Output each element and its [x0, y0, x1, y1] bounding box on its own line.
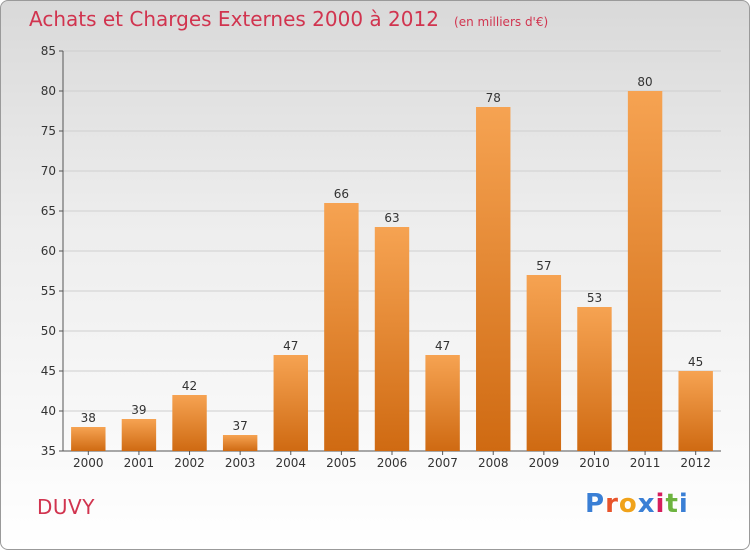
- y-tick-label: 75: [41, 124, 56, 138]
- value-label-2002: 42: [182, 379, 197, 393]
- logo-letter: t: [665, 489, 679, 519]
- value-label-2008: 78: [486, 91, 501, 105]
- logo-letter: i: [678, 489, 689, 519]
- bar-2007: [425, 355, 460, 451]
- bar-2006: [374, 227, 410, 451]
- value-label-2010: 53: [587, 291, 602, 305]
- x-tick-label-2002: 2002: [174, 456, 205, 470]
- bar-2011: [627, 91, 663, 451]
- y-tick-label: 35: [41, 444, 56, 458]
- value-label-2011: 80: [637, 75, 652, 89]
- chart-title: Achats et Charges Externes 2000 à 2012: [29, 7, 439, 31]
- logo-letter: x: [637, 489, 656, 519]
- x-tick-label-2005: 2005: [326, 456, 357, 470]
- bar-2000: [71, 427, 106, 451]
- commune-name: DUVY: [37, 495, 95, 519]
- y-tick-label: 60: [41, 244, 56, 258]
- y-tick-label: 70: [41, 164, 56, 178]
- x-tick-label-2011: 2011: [630, 456, 661, 470]
- x-tick-label-2012: 2012: [680, 456, 711, 470]
- x-tick-label-2006: 2006: [377, 456, 408, 470]
- logo-letter: r: [605, 489, 619, 519]
- bar-2008: [476, 107, 511, 451]
- bar-2004: [273, 355, 308, 451]
- bar-2005: [324, 203, 359, 451]
- value-label-2004: 47: [283, 339, 298, 353]
- value-label-2000: 38: [81, 411, 96, 425]
- x-tick-label-2004: 2004: [275, 456, 306, 470]
- logo-letter: i: [655, 489, 666, 519]
- value-label-2006: 63: [384, 211, 399, 225]
- value-label-2009: 57: [536, 259, 551, 273]
- chart-subtitle: (en milliers d'€): [454, 15, 549, 29]
- y-tick-label: 85: [41, 44, 56, 58]
- x-tick-label-2008: 2008: [478, 456, 509, 470]
- value-label-2012: 45: [688, 355, 703, 369]
- x-tick-label-2009: 2009: [529, 456, 560, 470]
- x-tick-label-2007: 2007: [427, 456, 458, 470]
- bar-2002: [172, 395, 207, 451]
- bar-2012: [678, 371, 713, 451]
- bar-2003: [222, 435, 258, 451]
- labels: 35 40 45 50 55 60 65 70 75 80 85 38 2000 39 2001 42 2002…: [41, 44, 711, 470]
- y-tick-label: 80: [41, 84, 56, 98]
- x-tick-label-2001: 2001: [124, 456, 155, 470]
- bars: [71, 91, 713, 451]
- value-label-2001: 39: [131, 403, 146, 417]
- proxiti-logo[interactable]: Proxiti: [585, 489, 689, 519]
- title-row: Achats et Charges Externes 2000 à 2012 (…: [29, 7, 548, 31]
- y-tick-label: 55: [41, 284, 56, 298]
- logo-letter: P: [585, 489, 606, 519]
- y-tick-label: 65: [41, 204, 56, 218]
- x-tick-label-2000: 2000: [73, 456, 104, 470]
- bar-2010: [577, 307, 612, 451]
- value-label-2005: 66: [334, 187, 349, 201]
- bar-2001: [121, 419, 157, 451]
- logo-letter: o: [618, 489, 638, 519]
- value-label-2007: 47: [435, 339, 450, 353]
- value-label-2003: 37: [233, 419, 248, 433]
- x-tick-label-2010: 2010: [579, 456, 610, 470]
- y-tick-label: 45: [41, 364, 56, 378]
- bar-2009: [526, 275, 562, 451]
- y-tick-label: 50: [41, 324, 56, 338]
- x-tick-label-2003: 2003: [225, 456, 256, 470]
- y-tick-label: 40: [41, 404, 56, 418]
